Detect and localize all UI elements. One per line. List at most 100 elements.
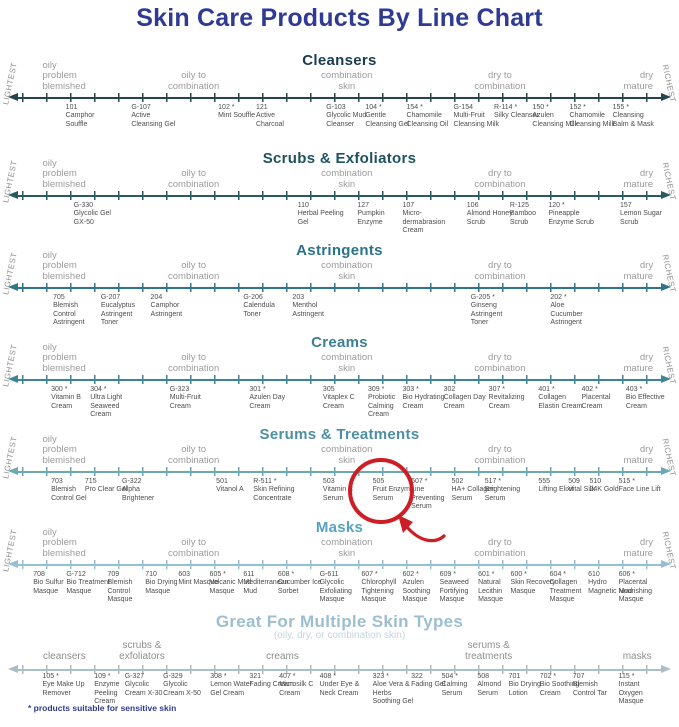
- product-name: Vitamin B Cream: [51, 394, 81, 410]
- axis-arrow-left-icon: [8, 191, 18, 199]
- axis-zone-labels: cleansers scrubs & exfoliators creams serums…: [8, 612, 671, 662]
- product-code: 507 *: [411, 478, 428, 485]
- product-code: 701: [508, 673, 521, 680]
- product-label: R-114 * Silky Cleanser: [494, 104, 540, 121]
- product-label: 105 * Eye Make Up Remover: [42, 673, 88, 698]
- product-code: 309 *: [368, 386, 385, 393]
- axis: [8, 93, 671, 102]
- product-label: 608 * Cucumber Ice Sorbet: [278, 571, 324, 596]
- product-label: 601 * Natural Lecithin Masque: [478, 571, 524, 604]
- products: 101 Camphor Souffle G-107 Active Cleansing …: [8, 104, 671, 150]
- product-name: Lemon Sugar Scrub: [619, 210, 662, 226]
- zone-label: combination skin: [321, 352, 373, 374]
- axis-line: [14, 195, 665, 197]
- zone-label: dry mature: [623, 537, 654, 559]
- zone-label: creams: [266, 651, 299, 662]
- product-code: 607 *: [361, 571, 378, 578]
- product-name: Vitaplex C Cream: [322, 394, 355, 410]
- zone-label: oily problem blemished: [42, 341, 86, 374]
- product-code: 509: [568, 478, 580, 485]
- product-code: 109 *: [94, 673, 111, 680]
- product-code: 501: [216, 478, 228, 485]
- zone-label: dry mature: [623, 444, 654, 466]
- product-code: 601 *: [478, 571, 495, 578]
- product-label: G-207 Eucalyptus Astringent Toner: [101, 294, 147, 327]
- product-label: 203 Menthol Astringent: [292, 294, 338, 319]
- product-code: G-327: [124, 673, 145, 680]
- product-name: Glycolic Mud Cleanser: [326, 112, 367, 128]
- product-name: Gentle Cleansing Gel: [365, 112, 410, 128]
- product-code: 708: [33, 571, 45, 578]
- product-code: 610: [588, 571, 600, 578]
- zone-label: oily to combination: [168, 70, 220, 92]
- product-code: 121: [255, 104, 268, 111]
- product-name: Bio Drying Masque: [145, 579, 178, 595]
- product-name: Glycolic Cream X-50: [163, 681, 201, 697]
- zone-label: dry to combination: [474, 70, 526, 92]
- product-label: 109 * Enzyme Peeling Cream: [94, 673, 140, 706]
- product-code: 104 *: [365, 104, 382, 111]
- section-heading: Scrubs & Exfoliators: [262, 150, 417, 167]
- product-label: G-154 Multi-Fruit Cleansing Milk: [454, 104, 500, 129]
- axis-zone-labels: oily problem blemished oily to combination co…: [8, 519, 671, 559]
- product-name: Active Cleansing Gel: [131, 112, 176, 128]
- product-code: 515 *: [618, 478, 635, 485]
- products: 105 * Eye Make Up Remover 109 * Enzyme Peel…: [8, 673, 671, 719]
- product-name: Camphor Astringent: [150, 302, 183, 318]
- axis-line: [14, 471, 665, 473]
- zone-label: oily problem blemished: [42, 526, 86, 559]
- axis-line: [14, 287, 665, 289]
- zone-label: masks: [622, 651, 652, 662]
- product-label: 402 * Placental Cream: [581, 386, 627, 411]
- axis-arrow-right-icon: [661, 283, 671, 291]
- product-code: 321: [249, 673, 262, 680]
- zone-label: scrubs & exfoliators: [119, 640, 165, 662]
- product-name: Bio Effective Cream: [625, 394, 665, 410]
- product-label: 321 Fading Cream: [249, 673, 295, 690]
- product-label: 517 * Brightening Serum: [485, 478, 531, 503]
- axis: [8, 375, 671, 384]
- product-name: Bio Drying Lotion: [508, 681, 541, 697]
- product-code: 303 *: [402, 386, 419, 393]
- product-code: 102 *: [218, 104, 235, 111]
- product-name: Chamomile Cleansing Milk: [569, 112, 616, 128]
- product-name: Volcanic Mud Masque: [209, 579, 252, 595]
- zone-label: dry mature: [623, 168, 654, 190]
- product-name: Lemon Water Gel Cream: [210, 681, 252, 697]
- product-code: 504 *: [441, 673, 458, 680]
- product-label: 501 Vitanol A: [216, 478, 262, 495]
- product-code: 600 *: [510, 571, 527, 578]
- product-code: 503: [322, 478, 335, 485]
- product-label: 304 * Ultra Light Seaweed Cream: [90, 386, 136, 419]
- product-code: G-611: [319, 571, 339, 578]
- product-label: 300 * Vitamin B Cream: [51, 386, 97, 411]
- product-code: 603: [178, 571, 191, 578]
- product-name: Vitamin C Serum: [322, 486, 354, 502]
- product-label: 152 * Chamomile Cleansing Milk: [570, 104, 616, 129]
- product-name: Fading Gel: [411, 681, 446, 689]
- product-code: R-114 *: [493, 104, 518, 111]
- product-code: 304 *: [90, 386, 107, 393]
- product-name: Bio Soothing Cream: [539, 681, 580, 697]
- product-code: 110: [297, 202, 309, 209]
- product-name: Blemish Control Tar: [572, 681, 607, 697]
- product-name: Azulen Cleansing Milk: [532, 112, 578, 128]
- product-name: Ultra Light Seaweed Cream: [90, 394, 123, 418]
- section-heading: Serums & Treatments: [259, 426, 420, 443]
- product-label: 154 * Chamomile Cleansing Oil: [406, 104, 452, 129]
- product-label: G-206 Calendula Toner: [243, 294, 289, 319]
- zone-label: dry mature: [623, 352, 654, 374]
- product-code: 715: [84, 478, 97, 485]
- product-name: Vital Silk: [568, 486, 595, 494]
- product-name: Eucalyptus Astringent Toner: [100, 302, 136, 326]
- axis: [8, 560, 671, 569]
- product-name: Pineapple Enzyme Scrub: [548, 210, 594, 226]
- product-label: 107 Micro-dermabrasion Cream: [402, 202, 448, 235]
- product-label: G-205 * Ginseng Astringent Toner: [471, 294, 517, 327]
- product-label: 401 * Collagen Elastin Cream: [538, 386, 584, 411]
- product-label: 308 * Lemon Water Gel Cream: [210, 673, 256, 698]
- product-label: 707 Blemish Control Tar: [573, 673, 619, 698]
- product-label: G-107 Active Cleansing Gel: [131, 104, 177, 129]
- zone-label: dry mature: [623, 260, 654, 282]
